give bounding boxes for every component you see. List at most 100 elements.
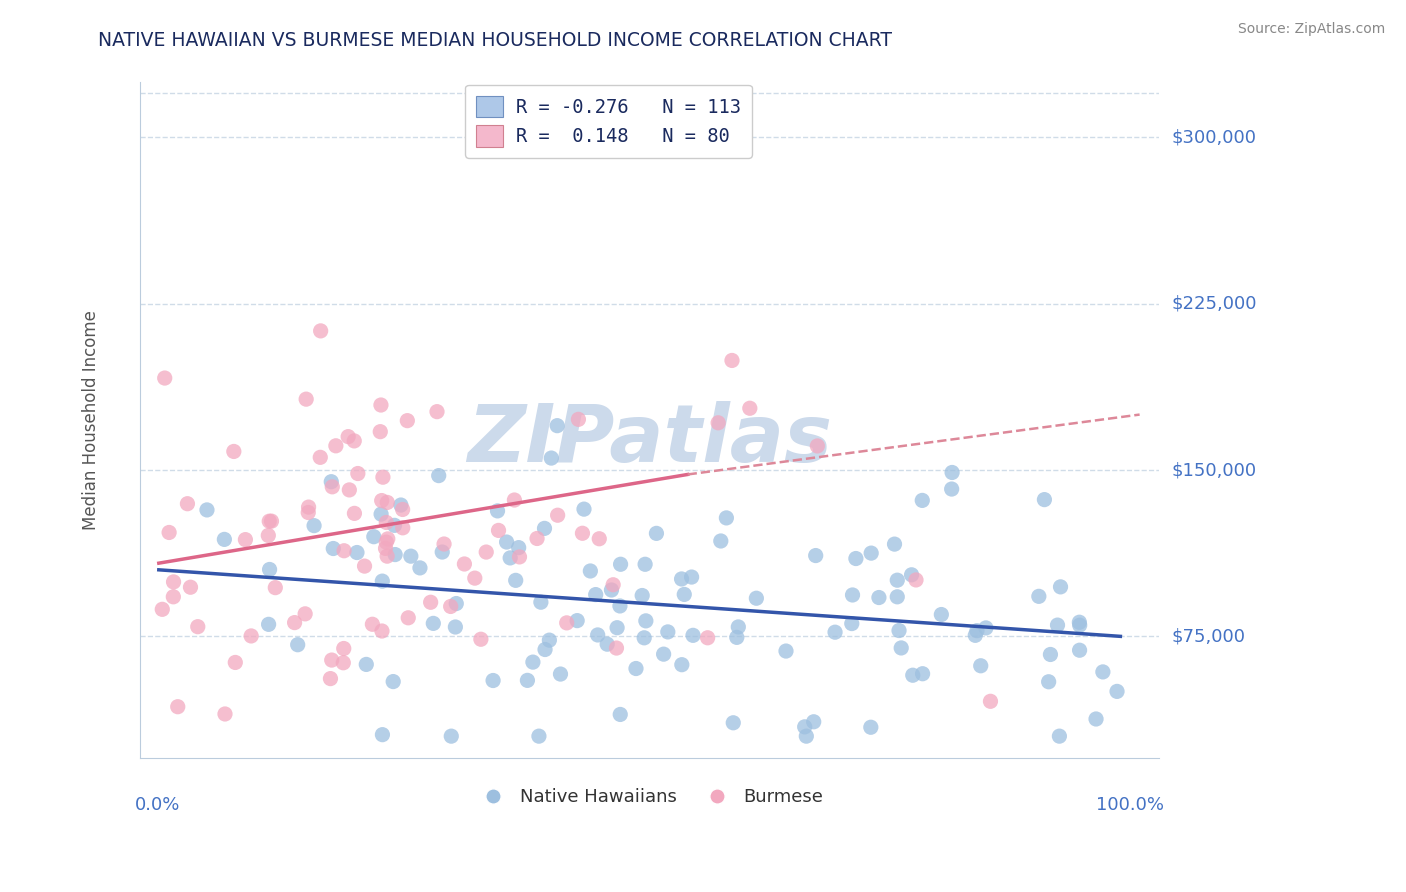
Point (696, 631, 718, 645)
Point (883, 537, 905, 551)
Point (1049, 580, 1071, 594)
Point (389, 498, 412, 512)
Point (382, 674, 405, 689)
Point (361, 617, 384, 632)
Point (600, 582, 623, 597)
Point (634, 614, 657, 628)
Point (841, 616, 863, 631)
Point (391, 521, 413, 535)
Point (533, 521, 555, 535)
Point (1038, 674, 1060, 689)
Point (396, 611, 419, 625)
Point (1091, 665, 1114, 679)
Point (1069, 618, 1091, 632)
Point (804, 549, 827, 563)
Point (377, 532, 399, 546)
Point (634, 558, 657, 572)
Point (427, 468, 450, 483)
Point (297, 500, 319, 514)
Point (368, 425, 391, 439)
Text: NATIVE HAWAIIAN VS BURMESE MEDIAN HOUSEHOLD INCOME CORRELATION CHART: NATIVE HAWAIIAN VS BURMESE MEDIAN HOUSEH… (98, 31, 893, 50)
Point (606, 621, 628, 635)
Point (375, 516, 398, 530)
Point (979, 694, 1001, 708)
Point (157, 525, 180, 540)
Point (419, 595, 441, 609)
Point (890, 640, 912, 655)
Point (966, 624, 988, 638)
Point (488, 524, 510, 538)
Point (941, 466, 963, 480)
Point (371, 470, 394, 484)
Point (775, 644, 797, 658)
Point (446, 597, 468, 611)
Point (609, 707, 631, 722)
Point (371, 624, 394, 638)
Text: $75,000: $75,000 (1171, 627, 1246, 645)
Point (516, 673, 538, 688)
Point (505, 574, 527, 588)
Legend: Native Hawaiians, Burmese: Native Hawaiians, Burmese (468, 781, 831, 814)
Point (1069, 615, 1091, 630)
Point (845, 551, 868, 566)
Point (904, 573, 927, 587)
Point (941, 482, 963, 496)
Point (579, 564, 602, 578)
Point (546, 418, 568, 433)
Text: 100.0%: 100.0% (1095, 796, 1164, 814)
Text: ZIPatlas: ZIPatlas (467, 401, 832, 479)
Point (555, 615, 578, 630)
Point (332, 656, 354, 670)
Text: $225,000: $225,000 (1171, 294, 1257, 313)
Point (337, 430, 360, 444)
Point (321, 475, 343, 489)
Point (624, 661, 647, 675)
Point (287, 638, 309, 652)
Point (333, 543, 356, 558)
Point (444, 620, 467, 634)
Point (319, 672, 342, 686)
Point (859, 720, 882, 734)
Text: $300,000: $300,000 (1171, 128, 1256, 146)
Point (596, 637, 619, 651)
Point (343, 507, 366, 521)
Point (495, 535, 517, 549)
Point (470, 632, 492, 647)
Point (375, 549, 398, 563)
Point (162, 574, 184, 589)
Point (727, 620, 749, 634)
Point (586, 628, 609, 642)
Text: $150,000: $150,000 (1171, 461, 1256, 479)
Point (409, 561, 432, 575)
Point (900, 567, 922, 582)
Point (309, 324, 332, 338)
Point (633, 631, 655, 645)
Point (346, 545, 368, 559)
Text: Median Household Income: Median Household Income (82, 310, 100, 530)
Point (657, 624, 679, 639)
Point (195, 503, 218, 517)
Point (1105, 684, 1128, 698)
Point (214, 706, 236, 721)
Point (609, 599, 631, 613)
Point (681, 570, 703, 584)
Point (605, 641, 627, 656)
Point (297, 506, 319, 520)
Point (1028, 590, 1050, 604)
Point (259, 562, 281, 576)
Point (222, 444, 245, 458)
Point (150, 602, 173, 616)
Point (540, 451, 562, 466)
Point (723, 715, 745, 730)
Point (886, 573, 908, 587)
Point (1033, 492, 1056, 507)
Point (645, 526, 668, 541)
Point (153, 371, 176, 385)
Point (343, 434, 366, 448)
Point (522, 655, 544, 669)
Point (347, 467, 370, 481)
Point (295, 392, 318, 406)
Point (1039, 648, 1062, 662)
Point (422, 616, 444, 631)
Point (309, 450, 332, 465)
